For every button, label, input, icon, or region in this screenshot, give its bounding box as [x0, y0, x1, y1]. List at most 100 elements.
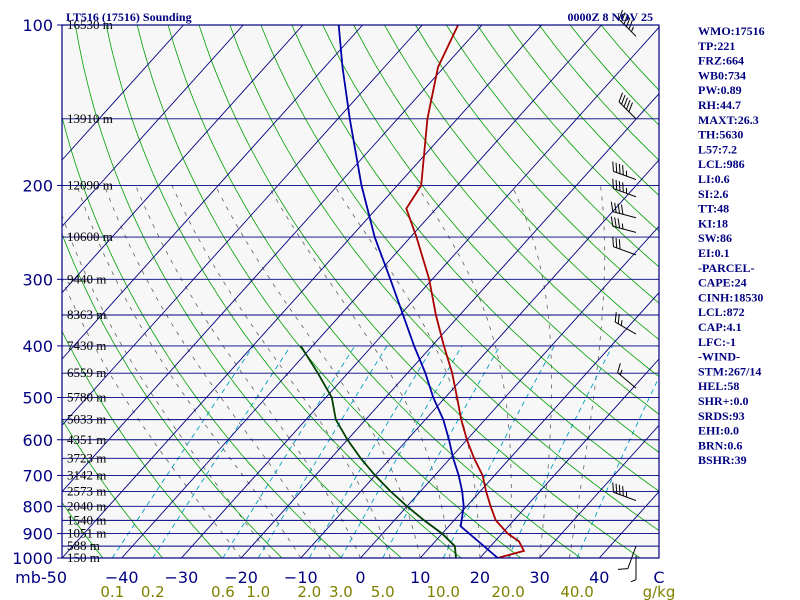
temperature-axis: mb-50 −40 −30 −20 −10 0 10 20 30 40 C: [15, 568, 664, 587]
mixing-ratio-tick-label: 0.1: [100, 583, 124, 600]
isotherm-line: [539, 424, 659, 558]
dewpoint-profile-line: [299, 345, 457, 558]
index-value: CINH:18530: [698, 290, 763, 304]
pressure-tick-label: 200: [22, 176, 53, 195]
wind-barb: [612, 236, 637, 256]
mixing-ratio-tick-label: 0.2: [141, 583, 165, 600]
temperature-tick-label: −20: [224, 568, 258, 587]
mixing-ratio-tick-label: 2.0: [297, 583, 321, 600]
isotherm-line: [62, 25, 304, 294]
wind-barb: [617, 363, 637, 389]
pressure-tick-label: 500: [22, 389, 53, 408]
height-label: 2040 m: [67, 498, 106, 513]
isotherm-line: [419, 291, 659, 558]
moist-adiabat-line: [135, 185, 361, 558]
index-value: TT:48: [698, 202, 729, 216]
mixing-ratio-tick-label: 5.0: [371, 583, 395, 600]
wind-barb: [612, 161, 637, 181]
plot-frame: [61, 24, 660, 559]
pressure-tick-label: 400: [22, 337, 53, 356]
height-label: 4351 m: [67, 432, 106, 447]
height-label: 7430 m: [67, 338, 106, 353]
height-label: 10600 m: [67, 229, 113, 244]
temperature-tick-label: 40: [589, 568, 609, 587]
index-value: FRZ:664: [698, 54, 744, 68]
index-value: -WIND-: [698, 350, 740, 364]
moist-adiabat-line: [416, 185, 512, 558]
isotherm-line: [62, 25, 483, 493]
isotherm-line: [181, 26, 659, 558]
height-label: 5033 m: [67, 412, 106, 427]
plot-background: [62, 25, 659, 558]
moist-adiabat-line: [569, 185, 606, 558]
chart-time: 0000Z 8 NOV 25: [568, 10, 653, 24]
temperature-tick-label: 10: [410, 568, 430, 587]
isotherm-line: [479, 358, 659, 558]
height-label: 1051 m: [67, 526, 106, 541]
pressure-tick-label: 800: [22, 497, 53, 516]
index-value: TH:5630: [698, 128, 743, 142]
pressure-tick-label: 100: [22, 16, 53, 35]
wind-barb: [614, 312, 637, 335]
isotherm-line: [62, 25, 363, 360]
index-value: SI:2.6: [698, 187, 728, 201]
index-value: BRN:0.6: [698, 438, 742, 452]
index-value: LI:0.6: [698, 172, 730, 186]
mixing-ratio-tick-label: 3.0: [329, 583, 353, 600]
index-value: SRDS:93: [698, 409, 745, 423]
temperature-tick-label: mb-50: [15, 568, 67, 587]
temperature-profile-line: [405, 25, 526, 558]
height-label: 9440 m: [67, 271, 106, 286]
parcel-profile-line: [337, 25, 499, 558]
index-value: WMO:17516: [698, 24, 765, 38]
height-label: 8363 m: [67, 307, 106, 322]
temperature-tick-label: 20: [470, 568, 490, 587]
height-label: 3142 m: [67, 467, 106, 482]
height-label: 13910 m: [67, 111, 113, 126]
isotherm-line: [62, 25, 244, 228]
mixing-ratio-tick-label: 20.0: [491, 583, 524, 600]
chart-title: LT516 (17516) Sounding: [66, 10, 192, 24]
pressure-tick-label: 900: [22, 525, 53, 544]
index-value: MAXT:26.3: [698, 113, 759, 127]
isotherm-line: [121, 25, 602, 558]
height-label: 3723 m: [67, 450, 106, 465]
wind-barb: [618, 92, 637, 120]
moist-adiabat-line: [62, 214, 272, 558]
wind-barb: [610, 201, 637, 219]
index-value: HEL:58: [698, 379, 739, 393]
isobars: [62, 25, 659, 558]
wind-barb: [612, 178, 637, 198]
index-value: SW:86: [698, 231, 732, 245]
height-label: 1540 m: [67, 512, 106, 527]
pressure-tick-label: 600: [22, 431, 53, 450]
wind-barbs: [610, 9, 637, 583]
mixing-ratio-tick-label: 40.0: [560, 583, 593, 600]
index-value: LCL:872: [698, 305, 745, 319]
temperature-tick-label: 0: [355, 568, 365, 587]
mixing-ratio-tick-label: 10.0: [427, 583, 460, 600]
index-value: LFC:-1: [698, 335, 736, 349]
isotherm-line: [240, 92, 659, 558]
index-value: L57:7.2: [698, 142, 737, 156]
isotherm-line: [62, 25, 184, 161]
wind-barb: [612, 482, 637, 501]
temperature-tick-label: −30: [165, 568, 199, 587]
isotherm-line: [62, 25, 423, 427]
isotherm-line: [360, 225, 659, 558]
height-label: 2573 m: [67, 483, 106, 498]
temperature-tick-label: −40: [105, 568, 139, 587]
mixing-ratio-tick-label: 0.6: [211, 583, 235, 600]
pressure-tick-label: 700: [22, 466, 53, 485]
temperature-tick-label: −10: [284, 568, 318, 587]
index-value: PW:0.89: [698, 83, 742, 97]
height-label: 5780 m: [67, 390, 106, 405]
pressure-tick-label: 1000: [12, 549, 53, 568]
isotherms: [62, 25, 659, 558]
wind-barb: [610, 216, 637, 233]
mixing-ratio-tick-label: 1.0: [246, 583, 270, 600]
index-value: RH:44.7: [698, 98, 741, 112]
pressure-axis: 100 200 300 400 500 600 700 800 900 1000: [12, 16, 62, 568]
index-value: BSHR:39: [698, 453, 747, 467]
